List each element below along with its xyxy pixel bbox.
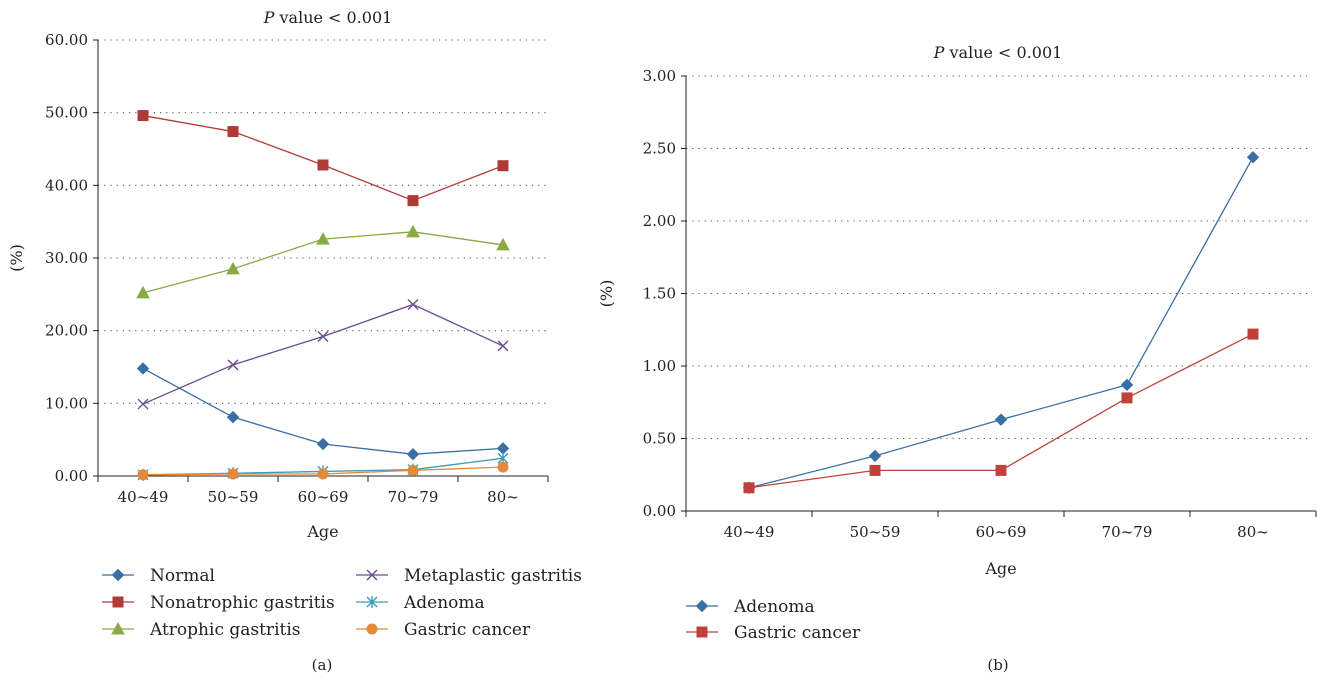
title-p: P (933, 43, 945, 62)
data-point (1121, 392, 1133, 404)
legend-label: Nonatrophic gastritis (150, 593, 335, 613)
x-tick-label: 70~79 (1102, 523, 1153, 541)
y-tick-label: 1.50 (643, 285, 676, 303)
x-tick-label: 40~49 (724, 523, 775, 541)
x-axis-label: Age (306, 522, 338, 541)
y-tick-label: 50.00 (45, 104, 88, 122)
legend-marker (112, 596, 124, 608)
x-tick-label: 80~ (1237, 523, 1269, 541)
legend-marker (366, 569, 378, 581)
legend-label: Gastric cancer (404, 620, 531, 640)
panel-caption: (b) (987, 656, 1008, 674)
title-rest: value < 0.001 (944, 43, 1062, 62)
data-point (407, 464, 419, 476)
data-point (869, 464, 881, 476)
data-point (227, 468, 239, 480)
legend-label: Gastric cancer (734, 623, 861, 643)
y-axis-label: (%) (7, 244, 26, 272)
series-line (142, 303, 504, 405)
data-point (137, 110, 149, 122)
data-point (316, 437, 330, 451)
panel-b: P value < 0.001 0.00 0.50 1.00 1.50 2.00 2.50 3… (597, 43, 1317, 674)
series-line (748, 156, 1254, 489)
y-tick-label: 0.00 (643, 502, 676, 520)
legend-marker (695, 599, 709, 613)
data-point (407, 299, 419, 311)
data-point (1120, 378, 1134, 392)
legend-marker (111, 568, 125, 582)
chart-title: P value < 0.001 (263, 8, 393, 27)
data-point (317, 159, 329, 171)
y-tick-label: 3.00 (643, 67, 676, 85)
data-point (226, 410, 240, 424)
data-point (316, 232, 330, 245)
legend-marker (696, 626, 708, 638)
data-point (136, 362, 150, 375)
data-point (497, 160, 509, 172)
y-tick-label: 20.00 (45, 322, 88, 340)
legend-label: Adenoma (733, 597, 815, 617)
data-point (497, 340, 509, 352)
data-point (406, 224, 420, 238)
legend-marker (111, 621, 125, 635)
data-point (496, 442, 510, 455)
legend-label: Atrophic gastritis (149, 620, 301, 640)
data-point (407, 195, 419, 207)
data-point (136, 285, 150, 299)
y-tick-label: 0.50 (643, 430, 676, 448)
data-point (137, 469, 149, 481)
data-point (226, 261, 240, 275)
legend-label: Normal (150, 566, 215, 586)
y-tick-label: 60.00 (45, 31, 88, 49)
y-tick-label: 30.00 (45, 249, 88, 267)
data-point (317, 330, 329, 342)
x-tick-label: 70~79 (388, 488, 439, 506)
x-tick-label: 60~69 (298, 488, 349, 506)
y-tick-label: 10.00 (45, 394, 88, 412)
data-point (994, 413, 1008, 426)
x-axis-label: Age (984, 559, 1016, 578)
data-point (227, 126, 239, 138)
x-tick-label: 60~69 (976, 523, 1027, 541)
data-point (743, 482, 755, 494)
data-point (868, 449, 882, 463)
y-tick-label: 0.00 (55, 467, 88, 485)
data-point (995, 464, 1007, 476)
y-axis-label: (%) (597, 280, 616, 308)
legend-marker (366, 623, 378, 635)
data-point (496, 237, 510, 251)
panel-caption: (a) (312, 656, 333, 674)
y-tick-label: 2.50 (643, 140, 676, 158)
y-tick-label: 1.00 (643, 357, 676, 375)
data-point (1247, 328, 1259, 340)
data-point (406, 447, 420, 461)
series-line (748, 333, 1254, 489)
legend-label: Adenoma (403, 593, 485, 613)
x-tick-label: 50~59 (208, 488, 259, 506)
legend-label: Metaplastic gastritis (404, 566, 582, 586)
data-point (227, 359, 239, 371)
panel-a: P value < 0.001 0.00 10.00 20.00 30.00 40.00 5… (7, 8, 582, 674)
data-point (497, 461, 509, 473)
y-tick-label: 2.00 (643, 212, 676, 230)
x-tick-label: 50~59 (850, 523, 901, 541)
x-tick-label: 40~49 (118, 488, 169, 506)
chart-title: P value < 0.001 (933, 43, 1063, 62)
title-p: P (263, 8, 275, 27)
data-point (1246, 150, 1260, 164)
series-line (142, 114, 504, 202)
x-tick-label: 80~ (487, 488, 519, 506)
data-point (317, 468, 329, 480)
y-tick-label: 40.00 (45, 176, 88, 194)
legend-marker (366, 596, 378, 608)
data-point (137, 398, 149, 410)
title-rest: value < 0.001 (274, 8, 392, 27)
